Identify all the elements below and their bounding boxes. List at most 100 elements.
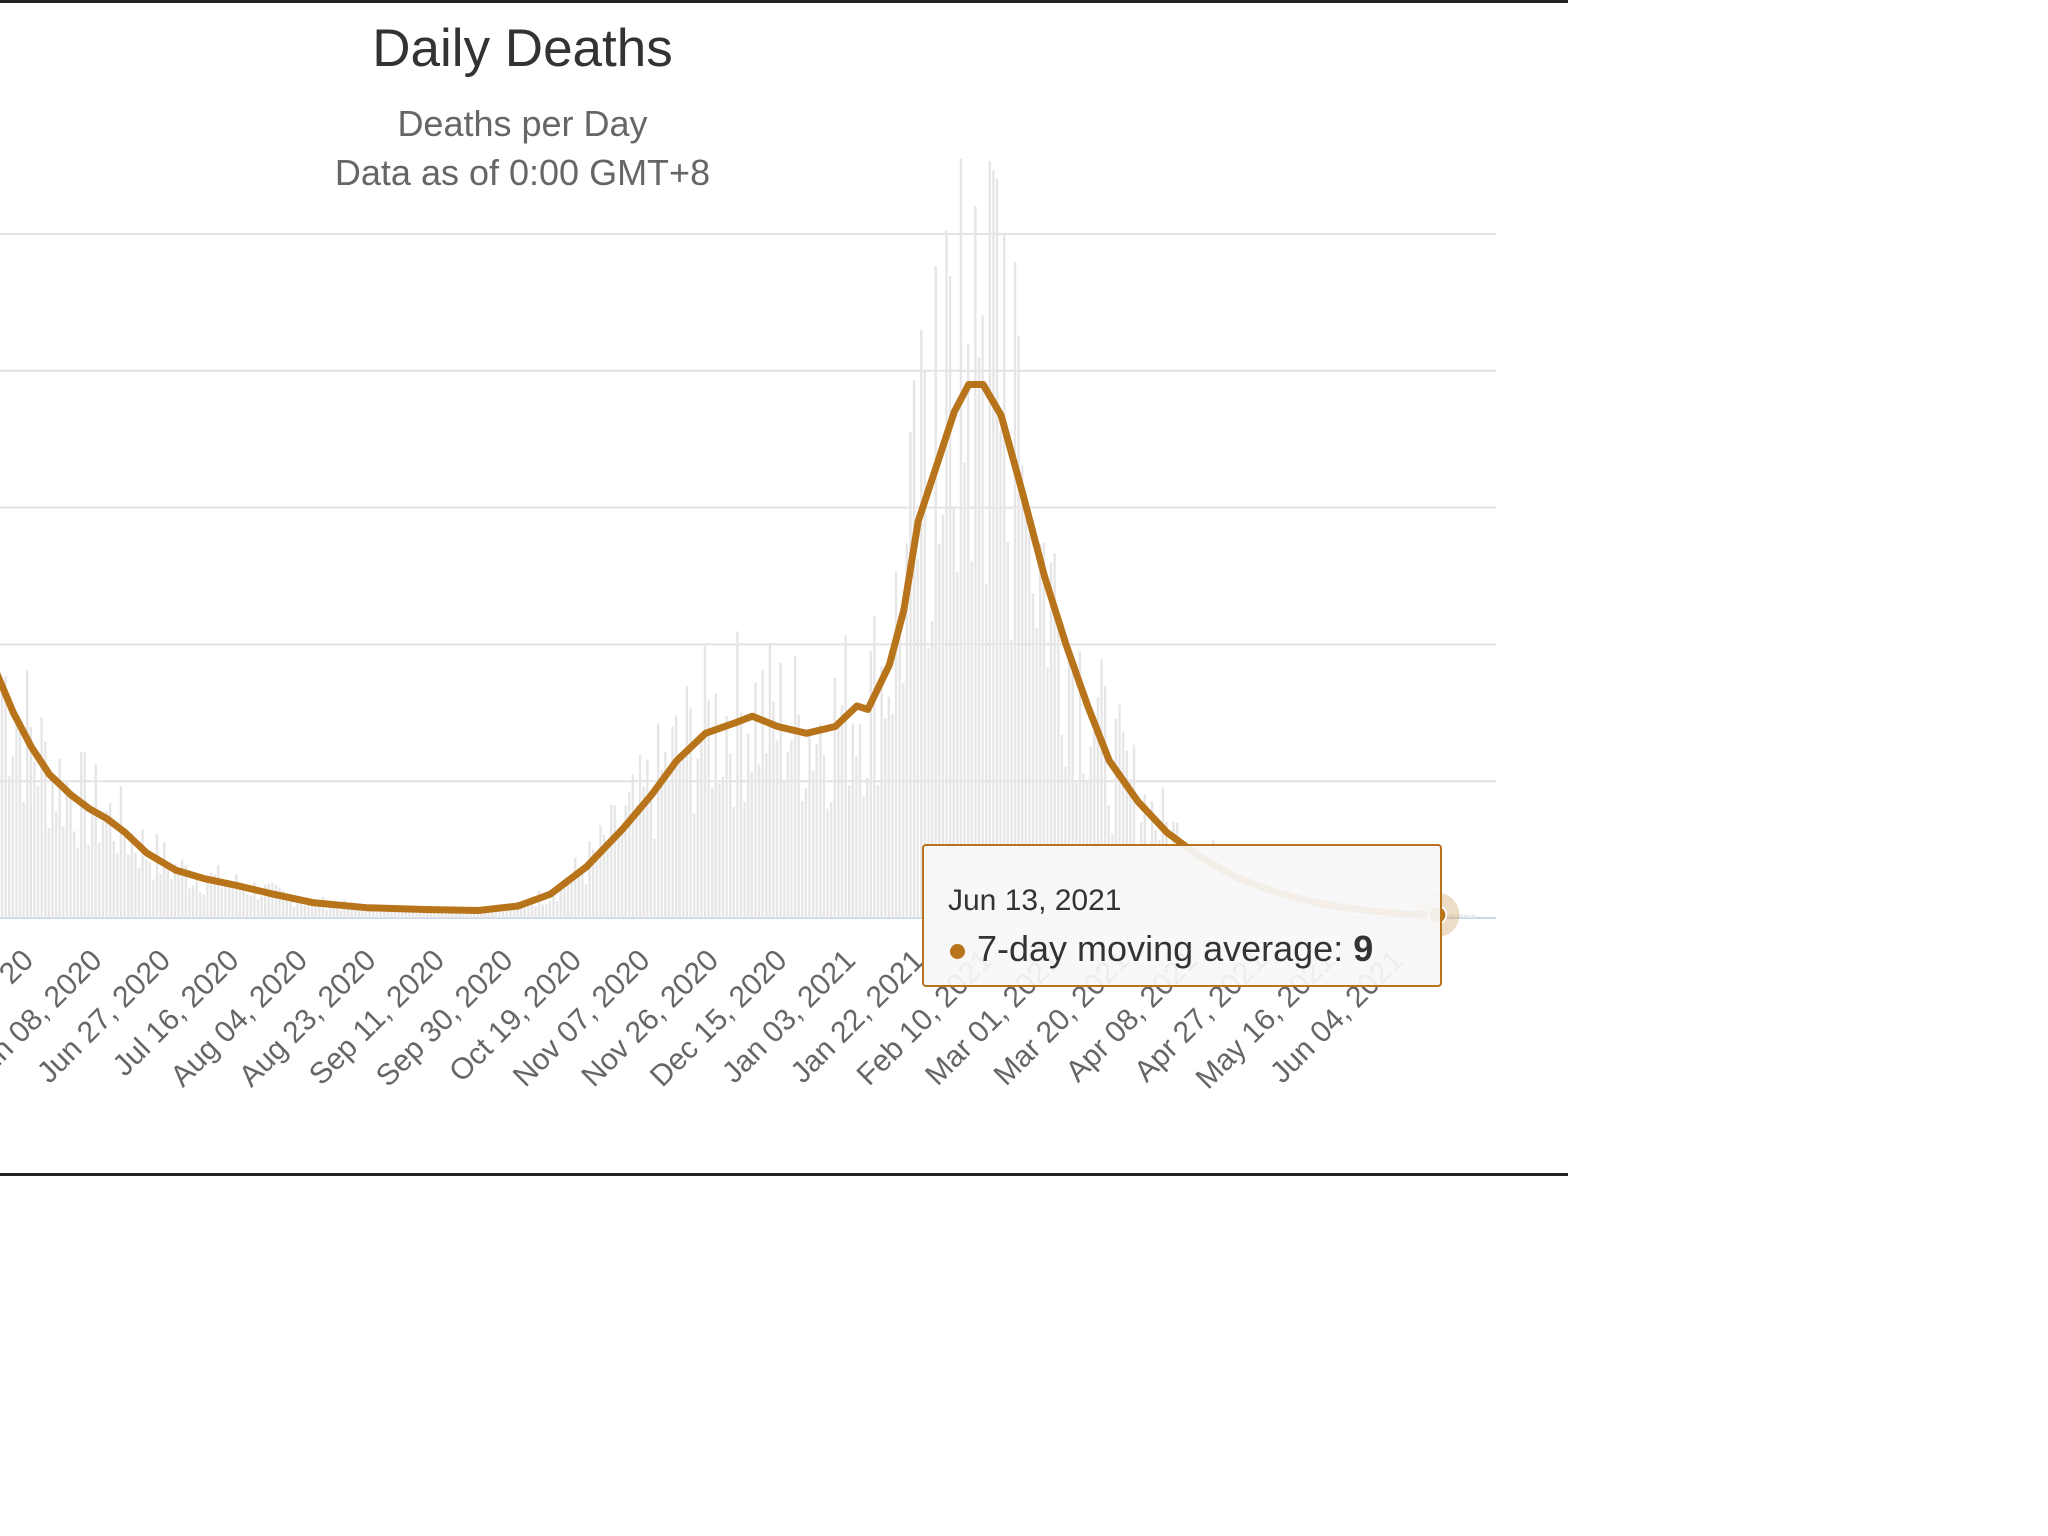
daily-bar (884, 718, 887, 918)
daily-bar (1031, 593, 1035, 918)
daily-bar (599, 825, 602, 918)
daily-bar (18, 719, 22, 918)
daily-bar (988, 160, 991, 918)
daily-bar (1046, 667, 1049, 918)
daily-bar (1013, 262, 1017, 918)
daily-bar (318, 906, 321, 918)
daily-bar (94, 763, 97, 918)
daily-bar (887, 696, 891, 918)
daily-bar (700, 738, 703, 918)
daily-bar (455, 911, 458, 918)
daily-bar (307, 902, 310, 918)
daily-bar (188, 888, 191, 918)
daily-bar (328, 905, 332, 918)
daily-bar (999, 429, 1002, 918)
daily-bar (876, 785, 880, 918)
daily-bar (245, 893, 249, 918)
daily-bar (1071, 667, 1074, 918)
daily-bar (281, 890, 285, 918)
daily-bar (76, 847, 79, 918)
daily-bar (653, 838, 656, 918)
daily-bar (920, 329, 923, 918)
daily-bar (1460, 914, 1464, 918)
chart-subtitle: Deaths per Day (397, 103, 648, 144)
daily-bar (1100, 659, 1103, 918)
daily-bar (847, 785, 851, 918)
daily-bar (678, 753, 681, 918)
daily-bar (815, 743, 818, 918)
daily-bar (101, 821, 105, 918)
daily-bar (47, 828, 51, 918)
daily-bar (339, 909, 343, 918)
daily-bar (721, 776, 725, 918)
daily-bar (292, 906, 296, 918)
daily-bar (656, 723, 660, 918)
daily-bar (718, 783, 721, 918)
daily-bar (382, 906, 386, 918)
daily-bar (1042, 542, 1046, 918)
daily-bar (501, 904, 505, 918)
daily-bar (491, 908, 494, 918)
daily-bar (137, 867, 141, 918)
daily-bar (592, 849, 595, 918)
daily-bar (54, 811, 58, 918)
daily-bar (880, 666, 883, 918)
daily-bar (90, 813, 94, 918)
daily-bar (235, 874, 238, 918)
daily-bar (1035, 628, 1038, 918)
daily-bar (566, 884, 570, 918)
daily-bar (202, 894, 206, 918)
daily-bar (530, 902, 534, 918)
daily-bar (1028, 515, 1031, 918)
daily-bar (141, 829, 144, 918)
daily-bar (736, 631, 739, 918)
daily-bar (649, 799, 653, 918)
daily-bar (527, 905, 530, 918)
daily-bar (213, 874, 216, 918)
daily-bar (577, 870, 580, 918)
daily-bar (984, 583, 988, 918)
daily-bar (797, 714, 800, 918)
daily-bar (242, 888, 245, 918)
daily-bar (1118, 704, 1121, 918)
daily-bar (332, 903, 335, 918)
chart-data-timestamp: Data as of 0:00 GMT+8 (334, 152, 711, 193)
daily-bar (873, 616, 876, 918)
daily-bar (563, 884, 566, 918)
daily-bar (418, 908, 422, 918)
daily-bar (894, 571, 898, 918)
daily-bar (1450, 913, 1453, 918)
daily-bar (310, 899, 314, 918)
daily-bar (628, 792, 631, 918)
daily-bar (696, 758, 699, 918)
daily-bar (635, 805, 638, 918)
daily-bar (145, 860, 148, 918)
daily-bars (0, 158, 1478, 919)
daily-bar (217, 864, 220, 918)
daily-bar (325, 910, 328, 918)
daily-bar (617, 838, 620, 918)
daily-bar (253, 882, 256, 918)
daily-bar (1078, 651, 1082, 918)
daily-bar (783, 781, 786, 918)
daily-bar (451, 910, 454, 918)
daily-bar (941, 514, 945, 918)
daily-bar (480, 913, 483, 918)
daily-bar (437, 913, 440, 918)
daily-bar (267, 883, 270, 918)
daily-bar (1453, 915, 1457, 918)
daily-bar (855, 756, 858, 918)
daily-bar (840, 705, 844, 918)
daily-bar (1060, 734, 1064, 918)
daily-bar (231, 885, 234, 918)
daily-bar (959, 158, 963, 918)
daily-bar (1446, 915, 1449, 918)
daily-bar (905, 543, 909, 918)
daily-bar (703, 643, 707, 918)
daily-bar (11, 756, 15, 918)
daily-bar (123, 834, 126, 918)
daily-bar (177, 874, 180, 918)
daily-bar (152, 879, 155, 918)
daily-bar (963, 462, 966, 918)
